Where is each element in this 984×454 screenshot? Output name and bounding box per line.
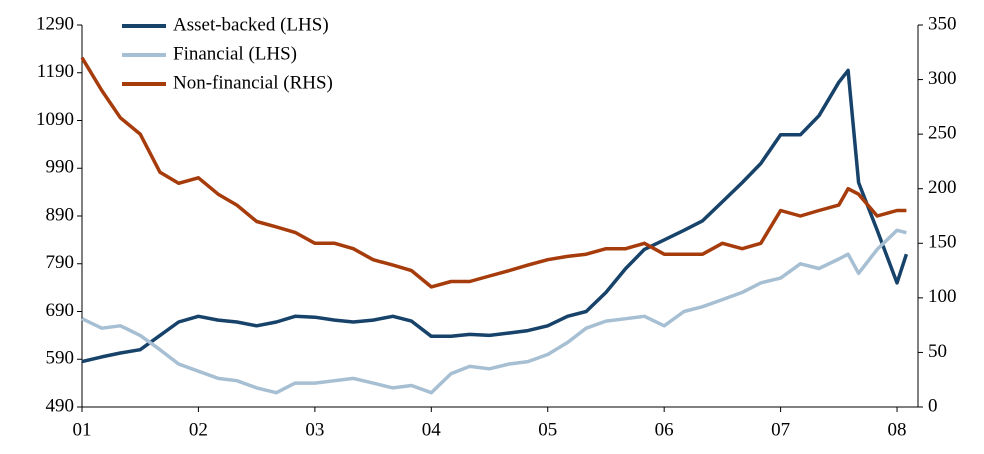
- y-tick-label: 790: [46, 252, 75, 273]
- x-tick-label: 04: [422, 419, 442, 440]
- y2-tick-label: 200: [928, 177, 957, 198]
- y2-tick-label: 50: [928, 341, 947, 362]
- legend-label: Financial (LHS): [173, 43, 297, 64]
- y2-tick-label: 0: [928, 395, 938, 416]
- y-tick-label: 590: [46, 348, 75, 369]
- y2-tick-label: 250: [928, 123, 957, 144]
- y-tick-label: 690: [46, 300, 75, 321]
- y-tick-label: 890: [46, 204, 75, 225]
- y2-tick-label: 150: [928, 232, 957, 253]
- y-tick-label: 1290: [36, 13, 74, 34]
- y-tick-label: 990: [46, 157, 75, 178]
- series-line: [81, 68, 909, 364]
- x-tick-label: 06: [655, 419, 674, 440]
- y-tick-label: 490: [46, 395, 75, 416]
- y2-tick-label: 100: [928, 286, 957, 307]
- legend-label: Asset-backed (LHS): [173, 14, 329, 35]
- x-tick-label: 05: [538, 419, 557, 440]
- y-tick-label: 1190: [37, 61, 74, 82]
- series-line: [80, 56, 907, 289]
- x-tick-label: 03: [305, 419, 324, 440]
- x-tick-label: 07: [771, 419, 790, 440]
- x-tick-label: 01: [73, 419, 92, 440]
- y-tick-label: 1090: [36, 109, 74, 130]
- x-tick-label: 08: [888, 419, 907, 440]
- x-tick-label: 02: [189, 419, 208, 440]
- y2-tick-label: 350: [928, 13, 957, 34]
- y2-tick-label: 300: [928, 68, 957, 89]
- series-line: [81, 228, 907, 395]
- legend-label: Non-financial (RHS): [173, 72, 333, 93]
